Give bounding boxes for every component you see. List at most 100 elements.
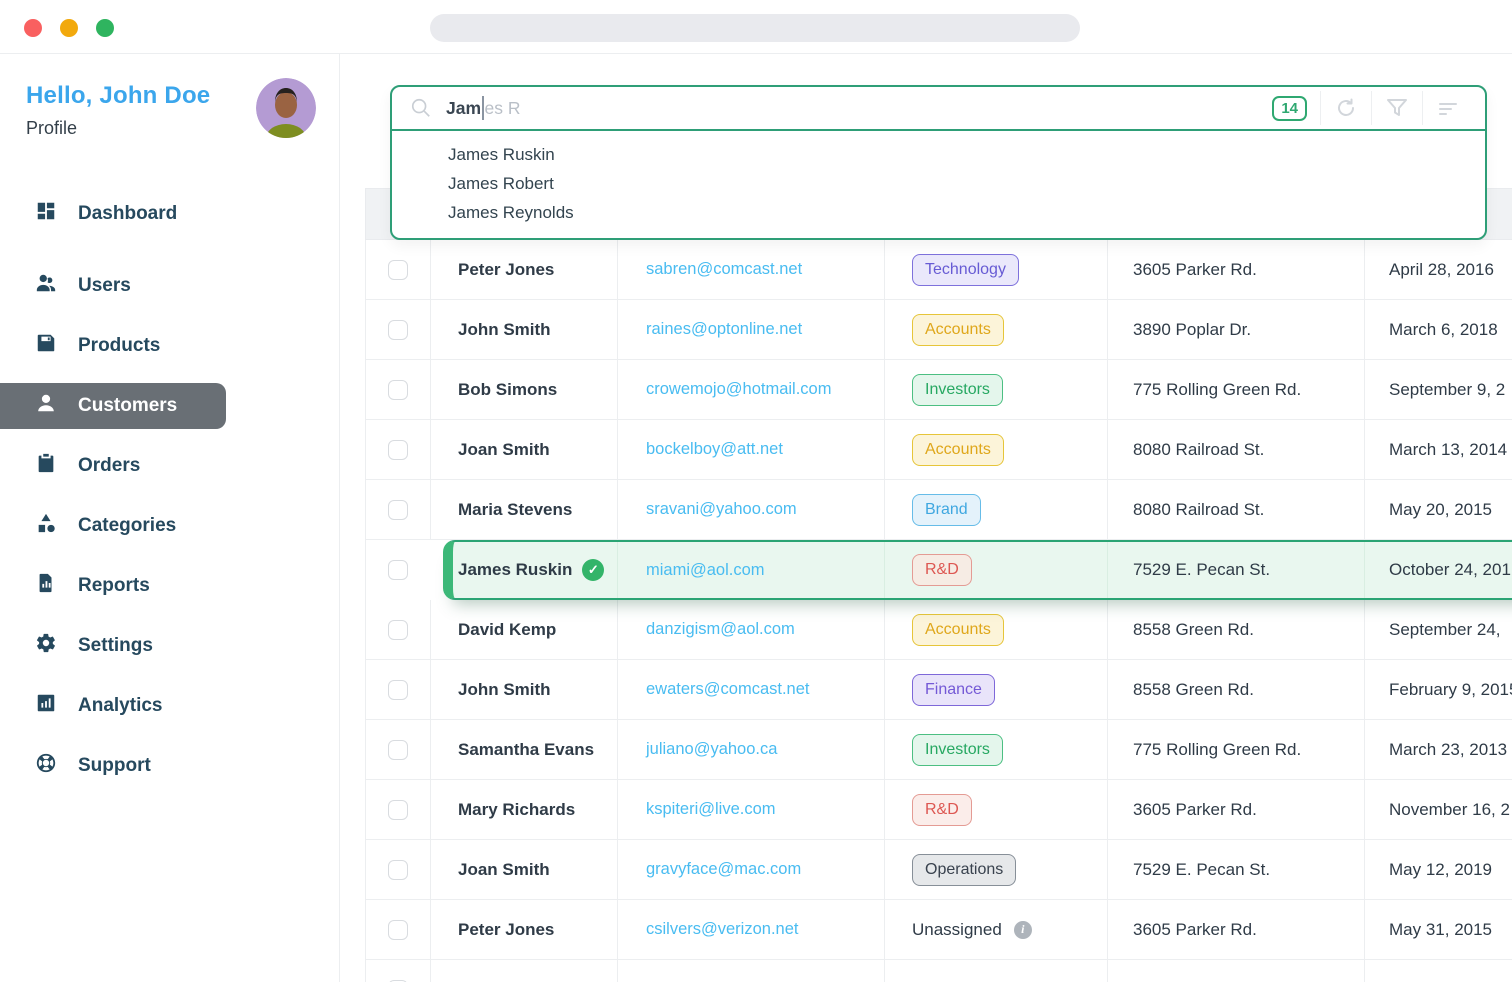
- autocomplete-item[interactable]: James Robert: [448, 174, 554, 193]
- products-icon: [35, 332, 57, 360]
- row-checkbox[interactable]: [388, 859, 408, 880]
- customer-address: 3605 Parker Rd.: [1107, 240, 1364, 299]
- customer-email[interactable]: kspiteri@live.com: [646, 800, 776, 818]
- customer-email[interactable]: raines@optonline.net: [646, 320, 803, 338]
- address-bar[interactable]: [430, 14, 1080, 42]
- customer-email[interactable]: crowemojo@hotmail.com: [646, 380, 832, 398]
- filter-icon[interactable]: [1372, 96, 1422, 120]
- table-row: Joan Smith bockelboy@att.net Accounts 80…: [365, 420, 1512, 480]
- users-icon: [35, 272, 57, 300]
- reports-icon: [35, 572, 57, 600]
- close-window-button[interactable]: [24, 19, 42, 37]
- customer-email[interactable]: sravani@yahoo.com: [646, 500, 797, 518]
- selected-row-highlight[interactable]: James Ruskin ✓ miami@aol.com R&D 7529 E.…: [443, 540, 1512, 600]
- customer-address: 8080 Railroad St.: [1107, 420, 1364, 479]
- customer-email[interactable]: gravyface@mac.com: [646, 860, 802, 878]
- department-badge: Finance: [912, 673, 995, 706]
- row-checkbox[interactable]: [388, 319, 408, 340]
- table-row: John Smith ewaters@comcast.net Finance 8…: [365, 660, 1512, 720]
- customer-date: March 6, 2018: [1364, 300, 1512, 359]
- customer-date: April 28, 2016: [1364, 240, 1512, 299]
- sidebar-item-categories[interactable]: Categories: [0, 503, 339, 549]
- customer-name: Mary Richards: [430, 780, 617, 839]
- customer-email[interactable]: miami@aol.com: [646, 560, 765, 579]
- info-icon[interactable]: i: [1013, 920, 1032, 939]
- sidebar-item-support[interactable]: Support: [0, 743, 339, 789]
- customer-address: 8558 Green Rd.: [1107, 660, 1364, 719]
- customer-email[interactable]: ewaters@comcast.net: [646, 680, 810, 698]
- department-badge: Operations: [912, 853, 1017, 886]
- settings-icon: [35, 632, 57, 660]
- search-icon: [411, 98, 430, 117]
- browser-topbar: [0, 0, 1512, 54]
- customer-email[interactable]: juliano@yahoo.ca: [646, 740, 778, 758]
- sidebar: Hello, John Doe Profile Dashboard Users: [0, 54, 340, 982]
- sidebar-item-orders[interactable]: Orders: [0, 443, 339, 489]
- autocomplete-list: James Ruskin James Robert James Reynolds: [392, 131, 1485, 238]
- sidebar-item-label: Reports: [78, 575, 150, 596]
- customer-email[interactable]: sabren@comcast.net: [646, 260, 803, 278]
- row-checkbox[interactable]: [388, 379, 408, 400]
- customer-email[interactable]: csilvers@verizon.net: [646, 920, 799, 938]
- customer-name: Joan Smith: [430, 840, 617, 899]
- analytics-icon: [35, 692, 57, 720]
- sidebar-item-reports[interactable]: Reports: [0, 563, 339, 609]
- table-row: Bob Simons crowemojo@hotmail.com Investo…: [365, 360, 1512, 420]
- row-checkbox[interactable]: [388, 679, 408, 700]
- row-checkbox[interactable]: [388, 619, 408, 640]
- autocomplete-item[interactable]: James Ruskin: [448, 145, 555, 164]
- row-checkbox[interactable]: [388, 560, 408, 580]
- search-input[interactable]: Jam es R: [446, 96, 521, 120]
- sidebar-item-analytics[interactable]: Analytics: [0, 683, 339, 729]
- search-toolbar: 14: [1272, 91, 1473, 125]
- row-checkbox[interactable]: [388, 739, 408, 760]
- sidebar-item-users[interactable]: Users: [0, 263, 339, 309]
- dashboard-icon: [35, 200, 57, 228]
- customer-name: Peter Jones: [430, 240, 617, 299]
- department-badge: Unassigned: [912, 919, 1002, 939]
- maximize-window-button[interactable]: [96, 19, 114, 37]
- customer-date: March 13, 2014: [1364, 420, 1512, 479]
- customer-name: Bob Simons: [430, 360, 617, 419]
- customer-name: James Ruskin: [458, 560, 573, 579]
- sort-icon[interactable]: [1423, 96, 1473, 120]
- sidebar-item-label: Settings: [78, 635, 153, 656]
- sidebar-item-products[interactable]: Products: [0, 323, 339, 369]
- table-row: [365, 960, 1512, 982]
- customer-date: October 24, 201: [1364, 542, 1512, 598]
- customer-address: 775 Rolling Green Rd.: [1107, 720, 1364, 779]
- customer-name: Samantha Evans: [430, 720, 617, 779]
- toolbar-divider: [1422, 91, 1423, 125]
- greeting-title: Hello, John Doe: [26, 82, 211, 109]
- sidebar-item-settings[interactable]: Settings: [0, 623, 339, 669]
- customer-email[interactable]: bockelboy@att.net: [646, 440, 783, 458]
- row-checkbox[interactable]: [388, 799, 408, 820]
- search-typed-text: Jam: [446, 97, 482, 118]
- profile-block: Hello, John Doe Profile: [0, 54, 339, 139]
- table-row: David Kemp danzigism@aol.com Accounts 85…: [365, 600, 1512, 660]
- department-badge: Accounts: [912, 613, 1004, 646]
- table-row: John Smith raines@optonline.net Accounts…: [365, 300, 1512, 360]
- sidebar-item-label: Orders: [78, 455, 141, 476]
- sidebar-item-label: Categories: [78, 515, 177, 536]
- sidebar-item-dashboard[interactable]: Dashboard: [0, 191, 339, 237]
- sidebar-nav: Dashboard Users Products Customers Order…: [0, 191, 339, 789]
- toolbar-divider: [1320, 91, 1321, 125]
- row-checkbox[interactable]: [388, 499, 408, 520]
- avatar[interactable]: [256, 78, 316, 138]
- customer-date: September 24,: [1364, 600, 1512, 659]
- search-bar[interactable]: Jam es R 14: [392, 87, 1485, 131]
- row-checkbox[interactable]: [388, 259, 408, 280]
- selected-check-icon: ✓: [582, 559, 605, 581]
- customer-date: September 9, 2: [1364, 360, 1512, 419]
- search-popover: Jam es R 14 James Ruskin James Rober: [390, 85, 1487, 240]
- customer-address: 3890 Poplar Dr.: [1107, 300, 1364, 359]
- row-checkbox[interactable]: [388, 439, 408, 460]
- sidebar-item-customers[interactable]: Customers: [0, 383, 226, 429]
- customer-address: 8080 Railroad St.: [1107, 480, 1364, 539]
- minimize-window-button[interactable]: [60, 19, 78, 37]
- row-checkbox[interactable]: [388, 919, 408, 940]
- refresh-icon[interactable]: [1321, 96, 1371, 120]
- customer-email[interactable]: danzigism@aol.com: [646, 620, 795, 638]
- autocomplete-item[interactable]: James Reynolds: [448, 203, 574, 222]
